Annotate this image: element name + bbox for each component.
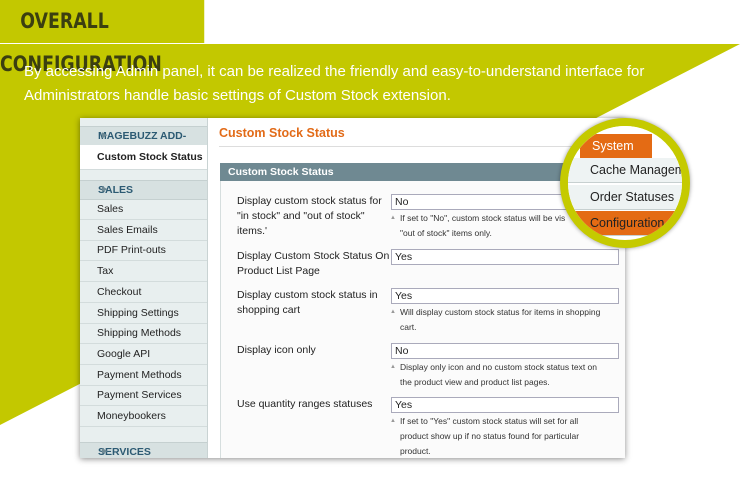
- field-label: Product List Page: [237, 265, 320, 277]
- field-label: shopping cart: [237, 304, 301, 316]
- sidebar-item[interactable]: Sales Emails: [80, 220, 207, 241]
- field-input[interactable]: Yes: [391, 249, 619, 265]
- note-icon: ▲: [390, 364, 396, 370]
- field-label: items.': [237, 225, 268, 237]
- field-note: If set to "No", custom stock status will…: [390, 211, 565, 226]
- fieldset-title: Custom Stock Status: [220, 163, 625, 181]
- sidebar-item[interactable]: Moneybookers: [80, 406, 207, 427]
- field-note: product.: [400, 446, 431, 456]
- admin-screenshot: MAGEBUZZ ADD-ONSCustom Stock StatusSALES…: [80, 118, 625, 458]
- sidebar-item[interactable]: Payment Methods: [80, 365, 207, 386]
- menu: Cache Managem Order Statuses Configuration: [568, 158, 682, 240]
- field-label: "in stock" and "out of stock": [237, 210, 365, 222]
- field-note: product show up if no status found for p…: [400, 431, 580, 441]
- menu-tab[interactable]: System: [580, 134, 652, 158]
- sidebar-item[interactable]: Google API: [80, 344, 207, 365]
- menu-item[interactable]: Order Statuses: [568, 184, 682, 210]
- sidebar-item[interactable]: Shipping Methods: [80, 323, 207, 345]
- menu-item[interactable]: Configuration: [568, 211, 682, 236]
- header-title: OVERALL CONFIGURATION: [0, 0, 205, 76]
- field-input[interactable]: No: [391, 343, 619, 359]
- menu-item[interactable]: Cache Managem: [568, 158, 682, 183]
- intro-line: By accessing Admin panel, it can be real…: [24, 63, 645, 80]
- field-note: cart.: [400, 322, 417, 332]
- field-note: the product view and product list pages.: [400, 377, 550, 387]
- field-label: Display icon only: [237, 344, 316, 356]
- field-label: Display Custom Stock Status On: [237, 250, 390, 262]
- sidebar-item[interactable]: Tax: [80, 261, 207, 283]
- field-label: Display custom stock status for: [237, 195, 382, 207]
- divider: [219, 146, 625, 147]
- magnifier: System Cache Managem Order Statuses Config…: [560, 118, 690, 248]
- field-label: Display custom stock status in: [237, 289, 378, 301]
- field-note: "out of stock" items only.: [400, 228, 492, 238]
- intro-line: Administrators handle basic settings of …: [24, 87, 451, 104]
- sidebar-section[interactable]: SALES: [80, 180, 207, 200]
- note-icon: ▲: [390, 418, 396, 424]
- field-input[interactable]: Yes: [391, 288, 619, 304]
- sidebar-item[interactable]: Checkout: [80, 282, 207, 303]
- field-note: Display only icon and no custom stock st…: [390, 360, 597, 375]
- sidebar: MAGEBUZZ ADD-ONSCustom Stock StatusSALES…: [80, 118, 208, 458]
- sidebar-item[interactable]: Shipping Settings: [80, 303, 207, 324]
- sidebar-item[interactable]: PDF Print-outs: [80, 240, 207, 262]
- sidebar-item[interactable]: Custom Stock Status: [80, 145, 207, 170]
- sidebar-item[interactable]: Sales: [80, 199, 207, 220]
- sidebar-item[interactable]: Payment Services: [80, 385, 207, 407]
- field-label: Use quantity ranges statuses: [237, 398, 373, 410]
- field-input[interactable]: Yes: [391, 397, 619, 413]
- note-icon: ▲: [390, 309, 396, 315]
- field-note: If set to "Yes" custom stock status will…: [390, 414, 578, 429]
- note-icon: ▲: [390, 215, 396, 221]
- page-title: Custom Stock Status: [219, 126, 345, 140]
- fields: Display custom stock status for "in stock…: [80, 118, 625, 458]
- field-note: Will display custom stock status for ite…: [390, 305, 600, 320]
- sidebar-section[interactable]: SERVICES: [80, 442, 207, 458]
